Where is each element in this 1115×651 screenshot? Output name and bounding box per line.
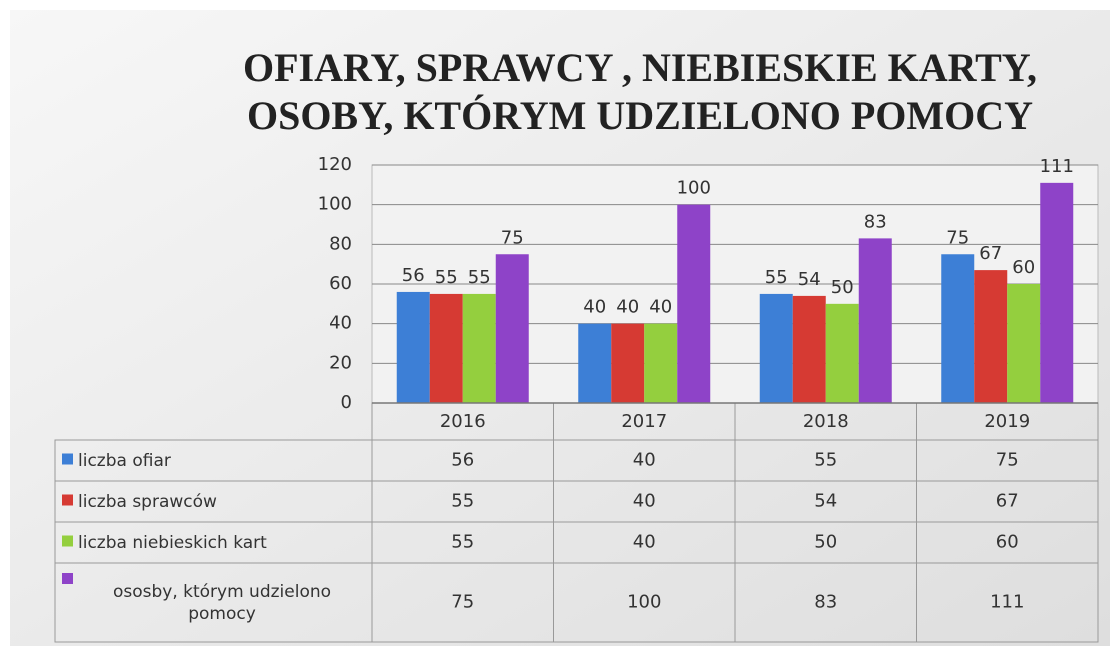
- table-value: 40: [633, 532, 656, 553]
- bar: [1007, 284, 1041, 403]
- bar: [858, 238, 892, 403]
- y-tick-label: 0: [341, 392, 352, 413]
- data-label: 54: [798, 269, 821, 290]
- legend-label: liczba sprawców: [78, 491, 217, 512]
- x-tick-label: 2016: [440, 411, 486, 432]
- x-tick-label: 2018: [803, 411, 849, 432]
- data-label: 75: [501, 227, 524, 248]
- bar: [429, 293, 463, 403]
- data-label: 56: [402, 265, 425, 286]
- table-value: 60: [996, 532, 1019, 553]
- y-tick-label: 100: [318, 194, 352, 215]
- table-value: 40: [633, 491, 656, 512]
- legend-cell: liczba niebieskich kart: [78, 532, 267, 553]
- legend-swatch: [62, 573, 73, 584]
- data-label: 40: [649, 297, 672, 318]
- legend-swatch: [62, 535, 73, 547]
- legend-swatch: [62, 453, 73, 465]
- table-value: 111: [990, 592, 1024, 613]
- bar: [578, 323, 612, 403]
- table-value: 100: [627, 592, 661, 613]
- legend-cell: liczba sprawców: [78, 491, 217, 512]
- data-label: 55: [765, 267, 788, 288]
- data-label: 60: [1012, 257, 1035, 278]
- y-tick-label: 20: [329, 352, 352, 373]
- table-value: 55: [451, 532, 474, 553]
- bar: [495, 254, 529, 403]
- bar: [396, 291, 430, 403]
- legend-label: liczba ofiar: [78, 450, 171, 471]
- y-tick-label: 40: [329, 313, 352, 334]
- legend-cell: liczba ofiar: [78, 450, 171, 471]
- table-value: 75: [451, 592, 474, 613]
- bar: [1040, 182, 1074, 403]
- data-label: 111: [1040, 156, 1074, 177]
- data-label: 83: [864, 211, 887, 232]
- table-value: 67: [996, 491, 1019, 512]
- legend-cell: ososby, którym udzielono pomocy: [112, 581, 332, 624]
- bar: [677, 204, 711, 403]
- legend-label: ososby, którym udzielono pomocy: [112, 581, 332, 624]
- data-label: 75: [946, 227, 969, 248]
- y-tick-label: 80: [329, 233, 352, 254]
- data-label: 40: [616, 297, 639, 318]
- y-tick-label: 60: [329, 273, 352, 294]
- bar: [644, 323, 678, 403]
- bar: [759, 293, 793, 403]
- bar: [462, 293, 496, 403]
- table-value: 55: [451, 491, 474, 512]
- bar: [941, 254, 975, 403]
- y-tick-label: 120: [318, 154, 352, 175]
- data-label: 67: [979, 243, 1002, 264]
- bar: [611, 323, 645, 403]
- data-label: 40: [583, 297, 606, 318]
- chart-title: OSOBY, KTÓRYM UDZIELONO POMOCY: [247, 93, 1033, 138]
- legend-swatch: [62, 494, 73, 506]
- data-label: 100: [677, 178, 711, 199]
- bar: [792, 295, 826, 403]
- table-value: 50: [814, 532, 837, 553]
- bar: [974, 270, 1008, 403]
- bar: [825, 303, 859, 403]
- x-tick-label: 2017: [621, 411, 667, 432]
- table-value: 54: [814, 491, 837, 512]
- table-value: 83: [814, 592, 837, 613]
- table-value: 75: [996, 450, 1019, 471]
- table-value: 56: [451, 450, 474, 471]
- data-label: 50: [831, 277, 854, 298]
- table-value: 55: [814, 450, 837, 471]
- chart-title: OFIARY, SPRAWCY , NIEBIESKIE KARTY,: [243, 45, 1037, 90]
- data-label: 55: [468, 267, 491, 288]
- x-tick-label: 2019: [984, 411, 1030, 432]
- data-label: 55: [435, 267, 458, 288]
- legend-label: liczba niebieskich kart: [78, 532, 267, 553]
- table-value: 40: [633, 450, 656, 471]
